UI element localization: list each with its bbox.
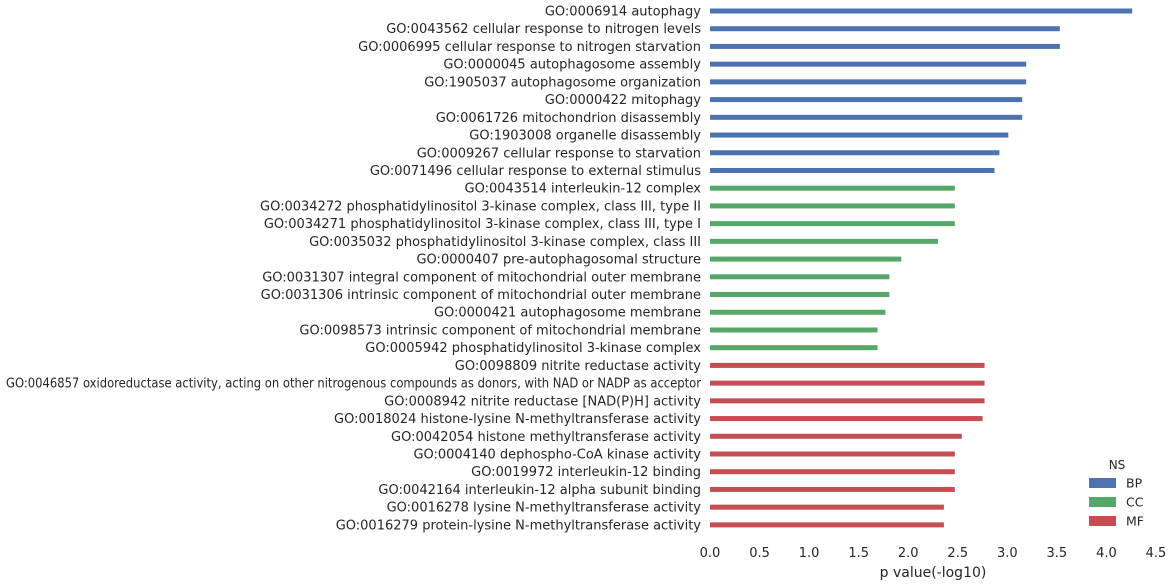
- category-label: GO:0043562 cellular response to nitrogen…: [386, 22, 701, 37]
- bar-mf: [710, 398, 985, 404]
- bar-mf: [710, 380, 985, 386]
- bar-bp: [710, 114, 1023, 120]
- category-label: GO:0098573 intrinsic component of mitoch…: [299, 323, 701, 338]
- legend-swatch-bp: [1089, 478, 1116, 488]
- bar-cc: [710, 327, 878, 333]
- category-label: GO:0061726 mitochondrion disassembly: [436, 111, 702, 126]
- x-tick-label: 1.0: [799, 546, 820, 561]
- bar-bp: [710, 61, 1027, 67]
- category-label: GO:0000421 autophagosome membrane: [434, 306, 701, 321]
- category-label: GO:0046857 oxidoreductase activity, acti…: [6, 377, 702, 392]
- category-label: GO:0042164 interleukin-12 alpha subunit …: [378, 483, 701, 498]
- x-tick-label: 2.0: [898, 546, 919, 561]
- category-label: GO:0034272 phosphatidylinositol 3-kinase…: [260, 199, 701, 214]
- bar-mf: [710, 362, 985, 368]
- bar-bp: [710, 8, 1133, 14]
- category-label: GO:0016279 protein-lysine N-methyltransf…: [336, 518, 702, 533]
- bar-bp: [710, 167, 995, 173]
- legend-swatch-mf: [1089, 516, 1116, 526]
- x-tick-label: 3.5: [1047, 546, 1068, 561]
- bar-mf: [710, 451, 955, 457]
- category-label: GO:0042054 histone methyltransferase act…: [391, 430, 701, 445]
- category-label: GO:0071496 cellular response to external…: [370, 164, 701, 179]
- category-label: GO:0000422 mitophagy: [545, 93, 702, 108]
- category-label: GO:0006914 autophagy: [545, 5, 701, 20]
- bar-bp: [710, 132, 1009, 138]
- bar-mf: [710, 486, 955, 492]
- bar-cc: [710, 274, 890, 280]
- category-label: GO:0034271 phosphatidylinositol 3-kinase…: [264, 217, 701, 232]
- x-tick-label: 1.5: [848, 546, 869, 561]
- bar-bp: [710, 43, 1060, 49]
- x-ticks-group: 0.0 0.5 1.0 1.5 2.0 2.5 3.0 3.5 4.0 4.5: [700, 546, 1167, 561]
- legend-label-bp: BP: [1126, 476, 1143, 491]
- bar-mf: [710, 433, 962, 439]
- category-label: GO:0016278 lysine N-methyltransferase ac…: [387, 501, 702, 516]
- bar-mf: [710, 504, 944, 510]
- category-label: GO:0019972 interleukin-12 binding: [471, 465, 701, 480]
- bar-mf: [710, 522, 944, 528]
- legend-title: NS: [1109, 458, 1126, 472]
- bar-bp: [710, 26, 1060, 32]
- bar-cc: [710, 345, 878, 351]
- bars-group: [710, 8, 1133, 528]
- bar-cc: [710, 203, 955, 209]
- category-label: GO:0018024 histone-lysine N-methyltransf…: [334, 412, 701, 427]
- bar-cc: [710, 185, 955, 191]
- category-labels-group: GO:0006914 autophagy GO:0043562 cellular …: [6, 5, 702, 534]
- legend-label-cc: CC: [1126, 495, 1144, 510]
- bar-bp: [710, 79, 1027, 85]
- x-tick-label: 2.5: [947, 546, 968, 561]
- category-label: GO:0031306 intrinsic component of mitoch…: [261, 288, 701, 303]
- x-tick-label: 4.5: [1146, 546, 1167, 561]
- x-tick-label: 4.0: [1096, 546, 1117, 561]
- bar-bp: [710, 97, 1023, 103]
- category-label: GO:0008942 nitrite reductase [NAD(P)H] a…: [384, 394, 701, 409]
- category-label: GO:0000407 pre-autophagosomal structure: [416, 253, 701, 268]
- category-label: GO:0005942 phosphatidylinositol 3-kinase…: [365, 341, 701, 356]
- category-label: GO:0000045 autophagosome assembly: [443, 58, 701, 73]
- legend-swatch-cc: [1089, 497, 1116, 507]
- legend-label-mf: MF: [1126, 514, 1144, 529]
- x-tick-label: 0.0: [700, 546, 721, 561]
- category-label: GO:0098809 nitrite reductase activity: [455, 359, 702, 374]
- category-label: GO:0031307 integral component of mitocho…: [262, 270, 701, 285]
- category-label: GO:0006995 cellular response to nitrogen…: [358, 40, 701, 55]
- bar-cc: [710, 221, 955, 227]
- legend: NS BP CC MF: [1089, 458, 1144, 529]
- category-label: GO:0035032 phosphatidylinositol 3-kinase…: [309, 235, 701, 250]
- bar-mf: [710, 416, 983, 422]
- category-label: GO:0043514 interleukin-12 complex: [465, 182, 702, 197]
- category-label: GO:1905037 autophagosome organization: [424, 75, 701, 90]
- x-tick-label: 3.0: [997, 546, 1018, 561]
- bar-cc: [710, 256, 902, 262]
- bar-cc: [710, 238, 938, 244]
- bar-mf: [710, 469, 955, 475]
- bar-cc: [710, 309, 886, 315]
- bar-cc: [710, 292, 890, 298]
- x-tick-label: 0.5: [749, 546, 770, 561]
- x-axis-label: p value(-log10): [880, 565, 987, 581]
- bar-bp: [710, 150, 1000, 156]
- category-label: GO:0004140 dephospho-CoA kinase activity: [413, 448, 701, 463]
- category-label: GO:0009267 cellular response to starvati…: [417, 146, 701, 161]
- category-label: GO:1903008 organelle disassembly: [469, 129, 701, 144]
